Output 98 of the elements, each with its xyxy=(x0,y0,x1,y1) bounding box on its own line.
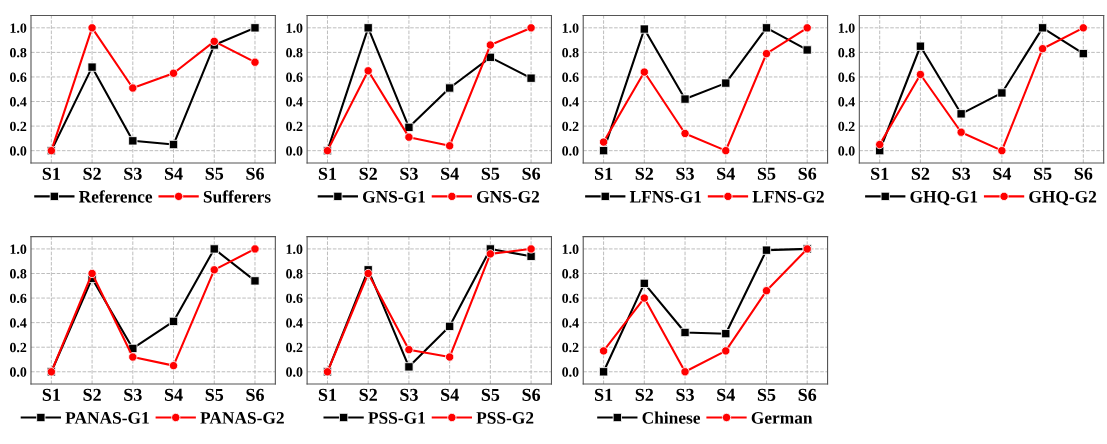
legend-label: LFNS-G1 xyxy=(629,190,702,203)
y-tick-label: 0.6 xyxy=(562,293,579,304)
y-tick-label: 0.8 xyxy=(10,47,27,58)
y-tick-label: 0.2 xyxy=(10,342,27,353)
x-tick-label: S6 xyxy=(522,388,541,401)
y-tick-label: 0.2 xyxy=(10,121,27,132)
y-tick-label: 0.6 xyxy=(838,72,855,82)
x-tick-label: S5 xyxy=(757,388,776,401)
legend-label: PANAS-G1 xyxy=(65,412,149,424)
y-tick-label: 1.0 xyxy=(286,244,303,254)
y-tick-label: 0.0 xyxy=(286,146,303,156)
y-tick-label: 0.0 xyxy=(562,367,579,377)
x-tick-label: S1 xyxy=(42,167,60,180)
y-tick-label: 0.8 xyxy=(562,269,579,279)
y-tick-label: 0.0 xyxy=(10,367,27,377)
x-tick-label: S3 xyxy=(124,388,142,401)
x-tick-label: S3 xyxy=(124,167,142,180)
y-tick-label: 0.0 xyxy=(10,146,27,156)
y-tick-label: 1.0 xyxy=(562,23,579,33)
x-tick-label: S1 xyxy=(42,388,60,401)
y-tick-label: 0.0 xyxy=(562,146,579,156)
x-tick-label: S4 xyxy=(441,167,459,180)
y-tick-label: 0.0 xyxy=(286,367,303,377)
legend-label: GNS-G1 xyxy=(363,190,425,203)
y-tick-label: 0.8 xyxy=(286,269,303,279)
legend-label: PANAS-G2 xyxy=(200,412,284,424)
y-tick-label: 0.4 xyxy=(838,97,855,107)
x-tick-label: S3 xyxy=(400,388,418,401)
y-tick-label: 0.2 xyxy=(286,121,303,132)
legend-label: LFNS-G2 xyxy=(752,190,824,203)
x-tick-label: S2 xyxy=(83,167,101,180)
y-tick-label: 0.0 xyxy=(838,146,855,156)
y-tick-label: 0.8 xyxy=(10,269,27,279)
x-tick-label: S5 xyxy=(1034,167,1052,180)
x-tick-label: S3 xyxy=(400,167,418,180)
x-tick-label: S3 xyxy=(952,167,971,180)
legend-label: Reference xyxy=(78,190,153,203)
x-tick-label: S5 xyxy=(481,388,500,401)
y-tick-label: 0.6 xyxy=(10,72,27,82)
y-tick-label: 0.4 xyxy=(286,97,303,107)
y-tick-label: 0.6 xyxy=(286,293,303,304)
x-tick-label: S1 xyxy=(871,167,889,180)
y-tick-label: 1.0 xyxy=(286,23,303,33)
legend-label: GHQ-G2 xyxy=(1029,190,1097,206)
x-tick-label: S4 xyxy=(717,388,735,401)
x-tick-label: S2 xyxy=(83,388,101,401)
y-tick-label: 0.6 xyxy=(286,72,303,82)
x-tick-label: S6 xyxy=(1074,167,1093,180)
x-tick-label: S3 xyxy=(676,388,694,401)
x-tick-label: S6 xyxy=(798,388,817,401)
y-tick-label: 1.0 xyxy=(10,244,27,254)
x-tick-label: S5 xyxy=(205,388,224,401)
y-tick-label: 0.4 xyxy=(562,318,579,328)
x-tick-label: S5 xyxy=(757,167,776,180)
y-tick-label: 0.4 xyxy=(286,318,303,328)
y-tick-label: 0.4 xyxy=(10,318,27,328)
legend-label: GNS-G2 xyxy=(477,190,540,203)
y-tick-label: 0.6 xyxy=(10,293,27,304)
y-tick-label: 0.4 xyxy=(10,97,27,107)
x-tick-label: S5 xyxy=(205,167,224,180)
x-tick-label: S2 xyxy=(359,388,377,401)
x-tick-label: S1 xyxy=(318,167,337,180)
legend-label: PSS-G1 xyxy=(368,412,425,424)
x-tick-label: S6 xyxy=(798,167,817,180)
x-tick-label: S1 xyxy=(595,167,613,180)
x-tick-label: S4 xyxy=(441,388,459,401)
x-tick-label: S4 xyxy=(164,167,183,180)
x-tick-label: S4 xyxy=(717,167,735,180)
legend-label: PSS-G2 xyxy=(476,412,534,424)
x-tick-label: S2 xyxy=(635,167,654,180)
y-tick-label: 0.2 xyxy=(838,121,855,132)
x-tick-label: S2 xyxy=(911,167,930,180)
x-tick-label: S2 xyxy=(635,388,654,401)
y-tick-label: 0.8 xyxy=(286,47,303,58)
x-tick-label: S6 xyxy=(246,388,264,401)
x-tick-label: S6 xyxy=(522,167,541,180)
y-tick-label: 1.0 xyxy=(562,244,579,254)
y-tick-label: 0.2 xyxy=(562,342,579,353)
x-tick-label: S1 xyxy=(595,388,613,401)
legend-label: Chinese xyxy=(642,411,701,424)
x-tick-label: S3 xyxy=(676,167,694,180)
x-tick-label: S6 xyxy=(246,167,264,180)
x-tick-label: S4 xyxy=(993,167,1012,180)
x-tick-label: S2 xyxy=(359,167,377,180)
x-tick-label: S1 xyxy=(318,388,337,401)
x-tick-label: S5 xyxy=(481,167,500,180)
legend-label: German xyxy=(751,412,813,424)
y-tick-label: 0.4 xyxy=(562,97,579,107)
legend-label: Sufferers xyxy=(203,190,271,203)
y-tick-label: 0.8 xyxy=(562,47,579,58)
legend-label: GHQ-G1 xyxy=(910,190,978,206)
y-tick-label: 0.6 xyxy=(562,72,579,82)
y-tick-label: 0.8 xyxy=(838,47,855,58)
y-tick-label: 1.0 xyxy=(838,23,855,33)
y-tick-label: 0.2 xyxy=(286,342,303,353)
y-tick-label: 1.0 xyxy=(10,23,27,33)
y-tick-label: 0.2 xyxy=(562,121,579,132)
x-tick-label: S4 xyxy=(164,388,183,401)
